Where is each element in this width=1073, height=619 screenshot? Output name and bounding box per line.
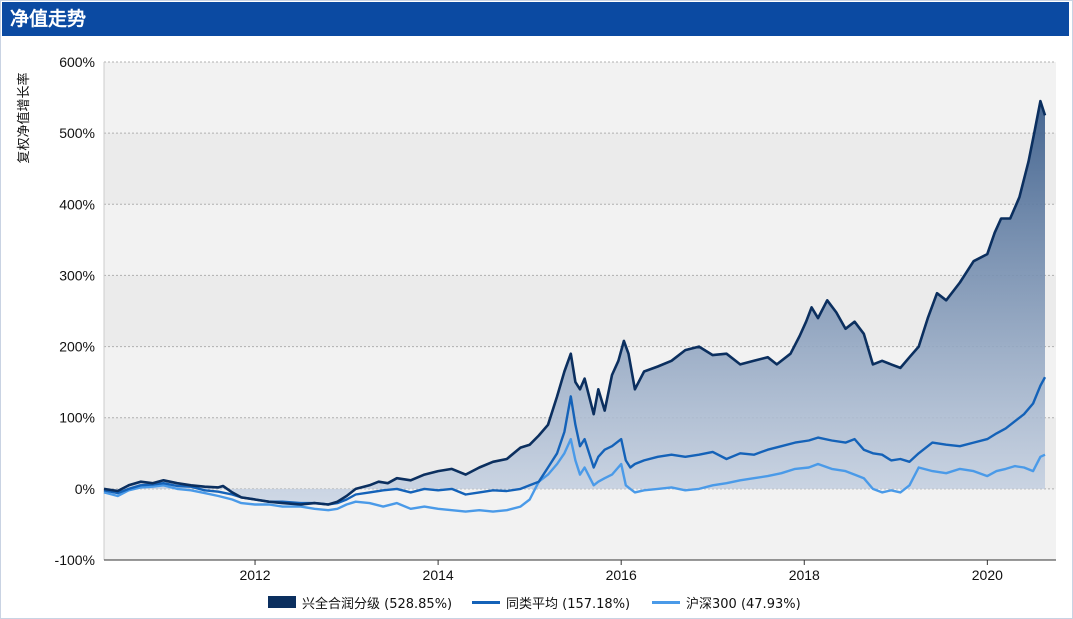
legend-swatch-peer-average (472, 600, 500, 604)
y-tick-label: 400% (59, 196, 95, 212)
y-tick-label: 200% (59, 339, 95, 355)
x-tick-label: 2016 (606, 567, 637, 583)
series-line-peer-average (103, 376, 1047, 506)
legend-swatch-csi300 (652, 600, 680, 604)
plot-band (104, 275, 1056, 347)
series-layer (103, 99, 1047, 513)
x-tick-label: 2020 (972, 567, 1003, 583)
legend-item-csi300[interactable]: 沪深300 (47.93%) (652, 592, 801, 612)
series-area-fund (104, 101, 1045, 505)
y-axis: 600% 500% 400% 300% 200% 100% 0% -100% (55, 54, 95, 568)
y-axis-label: 复权净值增长率 (16, 72, 32, 163)
legend-label-peer-average: 同类平均 (157.18%) (506, 596, 631, 612)
legend-item-fund[interactable]: 兴全合润分级 (528.85%) (268, 592, 452, 612)
legend-item-peer-average[interactable]: 同类平均 (157.18%) (472, 592, 630, 612)
x-axis: 2012 2014 2016 2018 2020 (239, 560, 1003, 583)
legend: 兴全合润分级 (528.85%) 同类平均 (157.18%) 沪深300 (4… (0, 592, 1073, 614)
y-tick-label: 0% (75, 481, 95, 497)
series-line-csi300 (103, 437, 1046, 513)
panel-title: 净值走势 (10, 8, 87, 30)
legend-label-csi300: 沪深300 (47.93%) (686, 596, 801, 612)
y-tick-label: 300% (59, 267, 95, 283)
x-tick-label: 2018 (789, 567, 820, 583)
x-tick-label: 2014 (423, 567, 454, 583)
plot-band (104, 133, 1056, 205)
y-tick-label: -100% (55, 552, 95, 568)
y-tick-label: 500% (59, 125, 95, 141)
legend-label-fund: 兴全合润分级 (528.85%) (302, 596, 453, 612)
y-tick-label: 600% (59, 54, 95, 70)
series-line-fund (103, 99, 1047, 506)
panel-header: 净值走势 (2, 2, 1069, 36)
x-tick-label: 2012 (239, 567, 270, 583)
legend-swatch-fund (268, 596, 296, 608)
y-tick-label: 100% (59, 410, 95, 426)
